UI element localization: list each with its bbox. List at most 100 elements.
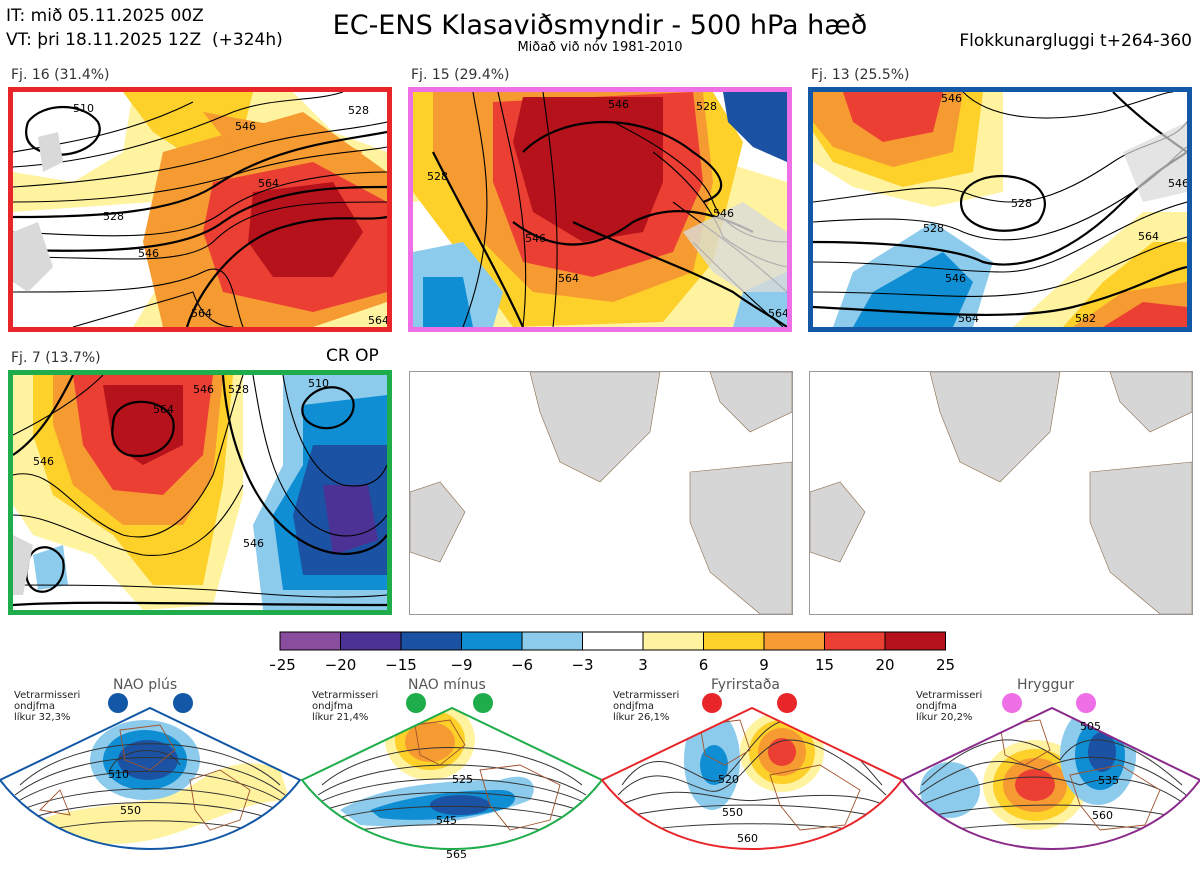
contour-label: 564: [258, 177, 279, 190]
regime-contour-label: 550: [120, 804, 141, 817]
cluster-map-4: 564 546 510 546 546 528 564: [8, 370, 392, 615]
colorbar-tick-label: 3: [638, 656, 648, 674]
colorbar-tick-label: 15: [815, 656, 834, 674]
contour-label: 528: [1011, 197, 1032, 210]
colorbar-tick-label: 20: [875, 656, 894, 674]
colorbar-tick-label: 25: [936, 656, 955, 674]
regime-contour-label: 510: [108, 768, 129, 781]
regime-marker-1a: [108, 693, 128, 713]
regime-marker-4a: [1002, 693, 1022, 713]
contour-label: 528: [427, 170, 448, 183]
regime-title-2: NAO mínus: [408, 677, 486, 693]
contour-label: 546: [713, 207, 734, 220]
empty-map-5: [409, 371, 793, 615]
classification-window: Flokkunargluggi t+264-360: [959, 31, 1192, 51]
contour-label: 528: [103, 210, 124, 223]
colorbar-swatch: [400, 631, 462, 651]
cr-op-tag: CR OP: [326, 346, 379, 366]
colorbar-tick-label: 9: [759, 656, 769, 674]
header-info: IT: mið 05.11.2025 00Z VT: þri 18.11.202…: [6, 4, 283, 52]
regime-contour-label: 560: [1092, 809, 1113, 822]
contour-label: 564: [768, 307, 787, 320]
regime-title-3: Fyrirstaða: [711, 677, 780, 693]
regime-contour-label: 525: [452, 773, 473, 786]
cluster-2-label: Fj. 15 (29.4%): [411, 67, 510, 83]
colorbar-swatch: [884, 631, 946, 651]
chart-title: EC-ENS Klasaviðsmyndir - 500 hPa hæð: [332, 10, 868, 41]
contour-label: 528: [696, 100, 717, 113]
contour-label: 510: [308, 377, 329, 390]
contour-label: 528: [923, 222, 944, 235]
regime-marker-3a: [702, 693, 722, 713]
regime-contour-label: 550: [722, 806, 743, 819]
regime-note-3: Vetrarmisseri ondjfma líkur 26,1%: [613, 690, 680, 723]
regime-note-1: Vetrarmisseri ondjfma líkur 32,3%: [14, 690, 81, 723]
cluster-3-label: Fj. 13 (25.5%): [811, 67, 910, 83]
contour-label: 546: [1168, 177, 1187, 190]
colorbar-swatch: [703, 631, 765, 651]
contour-label: 546: [945, 272, 966, 285]
contour-label: 546: [525, 232, 546, 245]
regime-map-nao-plus: [0, 708, 300, 849]
valid-time: VT: þri 18.11.2025 12Z (+324h): [6, 30, 283, 50]
colorbar: −25 −20 −15 −9 −6 −3 3 6 9 15 20 25: [270, 631, 955, 674]
contour-label: 564: [153, 403, 174, 416]
contour-label: 546: [138, 247, 159, 260]
colorbar-swatch: [642, 631, 704, 651]
cluster-map-3: 546 528 546 528 546 564 564 582: [808, 87, 1192, 332]
colorbar-swatch: [521, 631, 583, 651]
colorbar-swatch: [582, 631, 644, 651]
empty-map-6: [809, 371, 1193, 615]
colorbar-swatch: [340, 631, 402, 651]
regime-contour-label: 535: [1098, 774, 1119, 787]
contour-label: 510: [73, 102, 94, 115]
regime-marker-1b: [173, 693, 193, 713]
regime-marker-2b: [473, 693, 493, 713]
colorbar-swatch: [461, 631, 523, 651]
regime-title-1: NAO plús: [113, 677, 178, 693]
colorbar-tick-label: −25: [270, 656, 296, 674]
contour-label: 564: [191, 307, 212, 320]
cluster-4-label: Fj. 7 (13.7%): [11, 350, 101, 366]
contour-label: 564: [368, 314, 387, 327]
colorbar-swatch: [763, 631, 825, 651]
contour-label: 582: [1075, 312, 1096, 325]
regime-note-4: Vetrarmisseri ondjfma líkur 20,2%: [916, 690, 983, 723]
contour-label: 546: [235, 120, 256, 133]
regime-marker-3b: [777, 693, 797, 713]
regime-contour-label: 560: [737, 832, 758, 845]
cluster-map-2: 546 528 528 546 546 564 564: [408, 87, 792, 332]
regime-note-2: Vetrarmisseri ondjfma líkur 21,4%: [312, 690, 379, 723]
contour-label: 546: [941, 92, 962, 105]
regime-maps: 510 550 525 545 565: [0, 693, 1200, 861]
colorbar-tick-label: −6: [511, 656, 533, 674]
colorbar-tick-label: −20: [325, 656, 357, 674]
contour-label: 564: [1138, 230, 1159, 243]
colorbar-tick-label: −15: [385, 656, 417, 674]
contour-label: 546: [608, 98, 629, 111]
contour-label: 528: [348, 104, 369, 117]
regime-contour-label: 520: [718, 773, 739, 786]
regime-map-ridge: [902, 708, 1200, 849]
cluster-map-1: 510 528 546 564 528 546 564 564: [8, 87, 392, 332]
colorbar-swatch: [279, 631, 341, 651]
colorbar-swatch: [824, 631, 886, 651]
regime-contour-label: 565: [446, 848, 467, 861]
contour-label: 564: [558, 272, 579, 285]
contour-label: 546: [193, 383, 214, 396]
regime-marker-4b: [1076, 693, 1096, 713]
regime-contour-label: 505: [1080, 720, 1101, 733]
contour-label: 546: [243, 537, 264, 550]
init-time: IT: mið 05.11.2025 00Z: [6, 6, 204, 26]
chart-subtitle: Miðað við nóv 1981-2010: [517, 40, 683, 55]
contour-label: 546: [33, 455, 54, 468]
contour-label: 528: [228, 383, 249, 396]
regime-title-4: Hryggur: [1017, 677, 1074, 693]
colorbar-tick-label: 6: [699, 656, 709, 674]
contour-label: 564: [958, 312, 979, 325]
colorbar-tick-label: −3: [571, 656, 593, 674]
colorbar-tick-label: −9: [450, 656, 472, 674]
cluster-1-label: Fj. 16 (31.4%): [11, 67, 110, 83]
regime-marker-2a: [406, 693, 426, 713]
regime-contour-label: 545: [436, 814, 457, 827]
